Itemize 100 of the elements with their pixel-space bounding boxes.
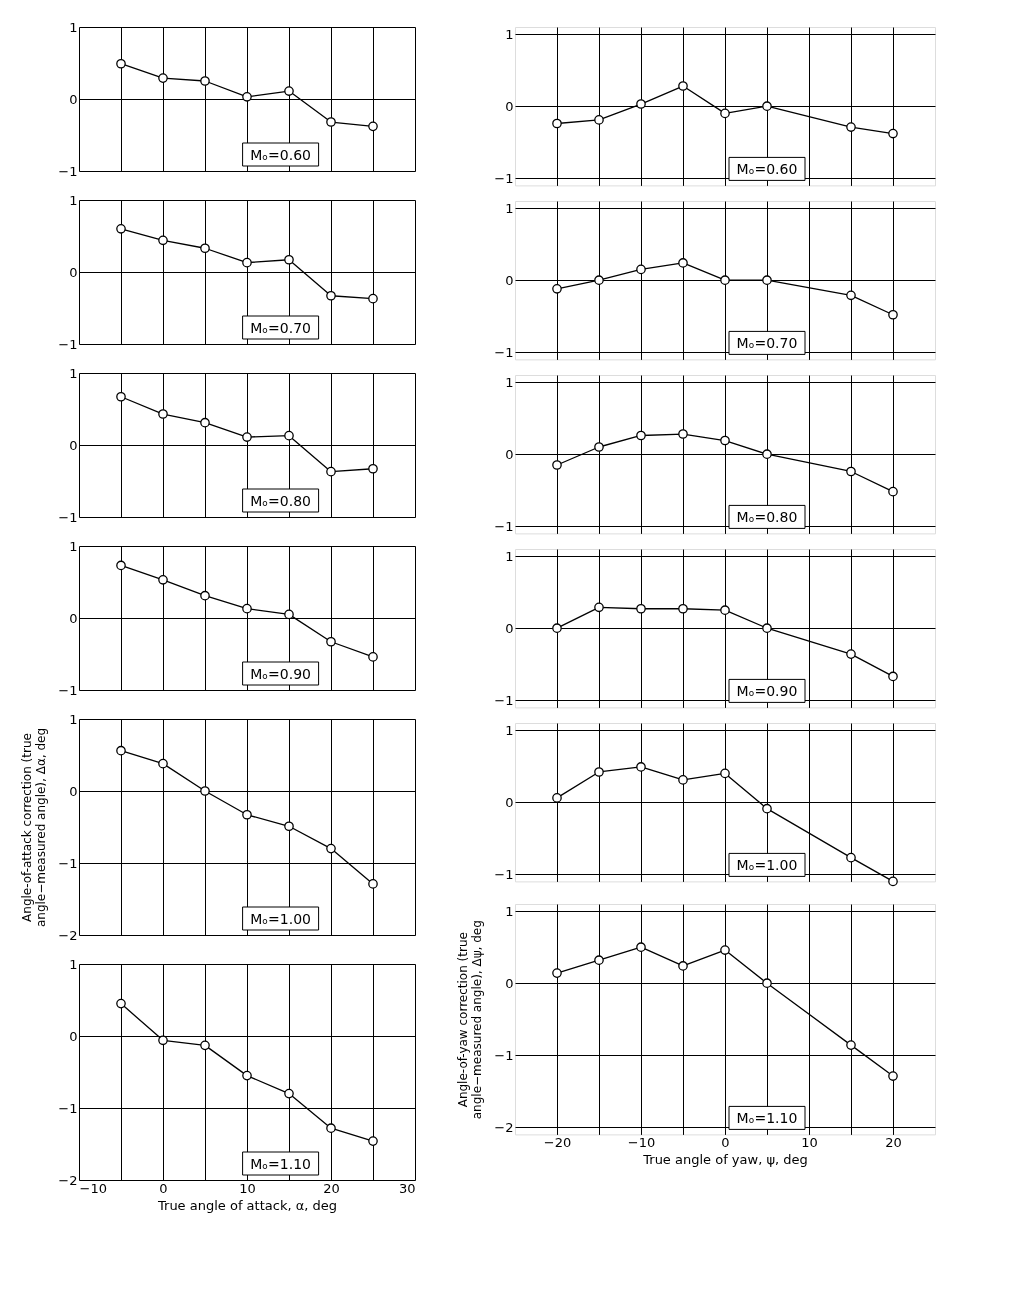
point bbox=[158, 575, 168, 585]
x-tick-label: 20 bbox=[885, 1134, 902, 1150]
point bbox=[116, 391, 126, 402]
point bbox=[636, 942, 646, 953]
y-tick-label: 0 bbox=[69, 437, 78, 453]
point bbox=[158, 758, 168, 769]
annotation: Mₒ=0.90 bbox=[250, 666, 311, 682]
annotation: Mₒ=1.00 bbox=[736, 857, 798, 874]
point bbox=[762, 101, 772, 112]
point bbox=[720, 275, 730, 286]
y-tick-label: −2 bbox=[494, 1119, 514, 1135]
point bbox=[846, 466, 856, 477]
y-tick-label: 0 bbox=[505, 975, 514, 991]
point bbox=[116, 58, 126, 69]
point bbox=[846, 649, 856, 659]
point bbox=[200, 243, 210, 254]
y-tick-label: 0 bbox=[505, 446, 514, 462]
x-tick-label: 30 bbox=[398, 1180, 416, 1196]
point bbox=[284, 86, 294, 96]
point bbox=[678, 258, 688, 268]
point bbox=[368, 652, 378, 662]
x-tick-label: 0 bbox=[721, 1134, 730, 1150]
x-tick-label: 10 bbox=[801, 1134, 818, 1150]
y-tick-label: 0 bbox=[505, 794, 514, 810]
point bbox=[888, 486, 898, 497]
point bbox=[846, 290, 856, 301]
point bbox=[368, 879, 378, 889]
point bbox=[594, 955, 604, 965]
point bbox=[594, 602, 604, 613]
point bbox=[368, 463, 378, 474]
point bbox=[368, 293, 378, 304]
point bbox=[846, 1040, 856, 1050]
point bbox=[888, 309, 898, 320]
x-tick-label: −10 bbox=[627, 1134, 656, 1150]
annotation: Mₒ=1.10 bbox=[736, 1110, 798, 1127]
y-tick-label: 1 bbox=[69, 19, 78, 35]
y-tick-label: 0 bbox=[69, 610, 78, 626]
point bbox=[552, 284, 562, 294]
point bbox=[888, 876, 898, 887]
x-tick-label: −20 bbox=[543, 1134, 572, 1150]
y-tick-label: −2 bbox=[58, 1172, 78, 1188]
point bbox=[762, 978, 772, 989]
point bbox=[636, 99, 646, 109]
point bbox=[888, 128, 898, 139]
x-tick-label: 10 bbox=[239, 1180, 256, 1196]
y-tick-label: 0 bbox=[69, 91, 78, 107]
point bbox=[846, 122, 856, 132]
y-tick-label: 1 bbox=[69, 192, 78, 208]
point bbox=[284, 609, 294, 620]
annotation: Mₒ=0.70 bbox=[250, 320, 311, 336]
point bbox=[720, 768, 730, 779]
y-tick-label: 0 bbox=[69, 783, 78, 799]
x-tick-label: 20 bbox=[323, 1180, 340, 1196]
point bbox=[242, 432, 252, 442]
point bbox=[762, 803, 772, 814]
y-tick-label: 1 bbox=[69, 711, 78, 727]
point bbox=[762, 275, 772, 286]
y-tick-label: 1 bbox=[505, 548, 514, 564]
annotation: Mₒ=0.60 bbox=[250, 147, 311, 163]
point bbox=[594, 767, 604, 777]
x-tick-label: −10 bbox=[79, 1180, 107, 1196]
annotation: Mₒ=0.60 bbox=[736, 161, 798, 178]
point bbox=[368, 121, 378, 132]
y-tick-label: −1 bbox=[58, 509, 78, 525]
y-tick-label: −2 bbox=[58, 927, 78, 943]
point bbox=[284, 254, 294, 265]
y-tick-label: 0 bbox=[505, 620, 514, 636]
point bbox=[552, 118, 562, 129]
y-tick-label: 1 bbox=[69, 365, 78, 381]
point bbox=[846, 852, 856, 863]
y-tick-label: −1 bbox=[58, 336, 78, 352]
point bbox=[552, 968, 562, 978]
point bbox=[636, 264, 646, 275]
point bbox=[116, 745, 126, 756]
x-tick-label: 0 bbox=[159, 1180, 168, 1196]
point bbox=[720, 945, 730, 955]
point bbox=[200, 590, 210, 601]
point bbox=[284, 430, 294, 441]
y-axis-title: Angle-of-attack correction (true angle−measured angle), Δα, deg bbox=[20, 727, 49, 928]
y-tick-label: 1 bbox=[69, 956, 78, 972]
point bbox=[158, 235, 168, 246]
y-tick-label: −1 bbox=[494, 344, 514, 360]
point bbox=[678, 81, 688, 91]
point bbox=[594, 275, 604, 286]
annotation: Mₒ=0.90 bbox=[736, 683, 798, 700]
y-tick-label: 0 bbox=[505, 98, 514, 114]
y-tick-label: −1 bbox=[494, 170, 514, 186]
y-tick-label: −1 bbox=[494, 866, 514, 882]
annotation: Mₒ=1.10 bbox=[250, 1156, 311, 1172]
y-tick-label: −1 bbox=[58, 682, 78, 698]
point bbox=[888, 671, 898, 682]
point bbox=[284, 821, 294, 832]
point bbox=[158, 73, 168, 83]
point bbox=[200, 786, 210, 796]
point bbox=[116, 223, 126, 234]
point bbox=[552, 793, 562, 803]
point bbox=[200, 417, 210, 428]
y-tick-label: 1 bbox=[505, 26, 514, 42]
point bbox=[242, 809, 252, 820]
point bbox=[720, 435, 730, 446]
